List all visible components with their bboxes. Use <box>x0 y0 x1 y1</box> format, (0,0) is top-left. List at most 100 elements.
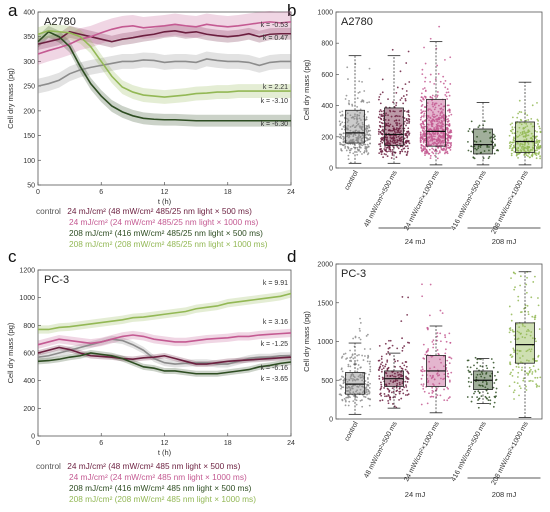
y-tick-label: 250 <box>23 84 35 91</box>
data-point-control <box>347 154 350 157</box>
data-point-s24 <box>436 120 438 123</box>
data-point-s48 <box>405 62 408 64</box>
data-point-s24 <box>434 78 437 81</box>
data-point-s416 <box>473 364 475 367</box>
data-point-s48 <box>388 145 391 148</box>
data-point-s24 <box>428 137 431 139</box>
data-point-s208 <box>539 155 542 158</box>
data-point-s208 <box>513 330 515 333</box>
data-point-control <box>348 400 351 403</box>
data-point-s48 <box>405 145 407 148</box>
data-point-s24 <box>428 360 431 363</box>
data-point-control <box>358 117 361 120</box>
data-point-s208 <box>511 122 514 125</box>
data-point-s416 <box>489 402 492 405</box>
data-point-control <box>356 368 359 370</box>
data-point-s24 <box>429 154 432 157</box>
data-point-s208 <box>529 334 532 337</box>
data-point-s48 <box>393 120 396 122</box>
y-tick-label: 150 <box>23 133 35 140</box>
data-point-s48 <box>379 148 382 151</box>
data-point-s48 <box>398 392 401 395</box>
data-point-control <box>367 110 369 113</box>
data-point-s24 <box>438 140 441 143</box>
data-point-control <box>356 396 359 399</box>
data-point-s48 <box>398 127 401 130</box>
data-point-s24 <box>445 91 448 94</box>
data-point-s208 <box>538 125 541 128</box>
data-point-control <box>346 380 349 383</box>
data-point-s24 <box>432 143 435 145</box>
data-point-s48 <box>379 93 382 96</box>
data-point-s48 <box>379 399 382 402</box>
data-point-s208 <box>539 157 542 160</box>
data-point-s208 <box>509 329 512 332</box>
data-point-control <box>351 372 354 375</box>
data-point-s48 <box>396 124 399 126</box>
data-point-s48 <box>391 152 394 155</box>
data-point-s48 <box>404 83 407 86</box>
data-point-s208 <box>537 122 539 125</box>
slope-annotation-s24: k = 3.16 <box>263 319 288 326</box>
data-point-s416 <box>479 384 482 387</box>
data-point-s48 <box>378 377 381 380</box>
data-point-s208 <box>511 126 514 129</box>
data-point-s208 <box>538 328 541 330</box>
data-point-s24 <box>428 133 431 136</box>
data-point-s24 <box>435 126 437 128</box>
y-tick-label: 200 <box>321 134 333 141</box>
data-point-s416 <box>477 147 480 150</box>
data-point-s48 <box>381 78 384 81</box>
data-point-s24 <box>428 392 430 395</box>
data-point-s24 <box>420 116 422 119</box>
series-band-s416 <box>38 25 291 127</box>
data-point-s24 <box>431 386 434 389</box>
data-point-control <box>354 115 356 118</box>
data-point-s24 <box>447 139 450 142</box>
y-tick-label: 1000 <box>317 339 333 346</box>
data-point-s24 <box>427 109 429 112</box>
data-point-s24 <box>424 106 427 109</box>
data-point-s48 <box>404 98 407 100</box>
data-point-control <box>365 124 368 127</box>
data-point-control <box>346 112 349 115</box>
data-point-control <box>353 117 356 120</box>
data-point-s24 <box>423 127 426 130</box>
data-point-s48 <box>385 153 387 156</box>
data-point-s208 <box>522 135 525 138</box>
data-point-control <box>354 379 357 382</box>
data-point-s24 <box>446 109 449 112</box>
data-point-control <box>359 399 362 402</box>
data-point-s24 <box>431 101 434 104</box>
data-point-s208 <box>516 349 519 352</box>
data-point-s48 <box>401 150 404 153</box>
data-point-control <box>361 80 363 83</box>
data-point-control <box>352 391 355 394</box>
data-point-control <box>369 368 372 371</box>
data-point-control <box>361 391 364 394</box>
data-point-s48 <box>394 379 397 381</box>
data-point-control <box>358 149 361 151</box>
data-point-control <box>357 135 360 138</box>
data-point-control <box>346 146 349 148</box>
data-point-control <box>352 378 354 380</box>
data-point-control <box>365 335 368 337</box>
data-point-control <box>341 128 343 131</box>
data-point-s208 <box>524 142 526 145</box>
data-point-control <box>348 136 350 139</box>
data-point-s208 <box>527 134 530 137</box>
data-point-s208 <box>519 118 522 121</box>
data-point-control <box>361 137 364 140</box>
data-point-s208 <box>528 152 530 155</box>
data-point-s24 <box>431 389 434 392</box>
data-point-s48 <box>380 394 383 397</box>
data-point-s24 <box>423 119 426 122</box>
data-point-s48 <box>406 341 409 344</box>
data-point-control <box>341 121 344 124</box>
data-point-s208 <box>537 368 540 371</box>
data-point-s48 <box>404 368 407 371</box>
data-point-s208 <box>509 361 511 364</box>
data-point-s416 <box>477 406 480 409</box>
data-point-s24 <box>432 376 434 378</box>
data-point-control <box>363 90 366 92</box>
